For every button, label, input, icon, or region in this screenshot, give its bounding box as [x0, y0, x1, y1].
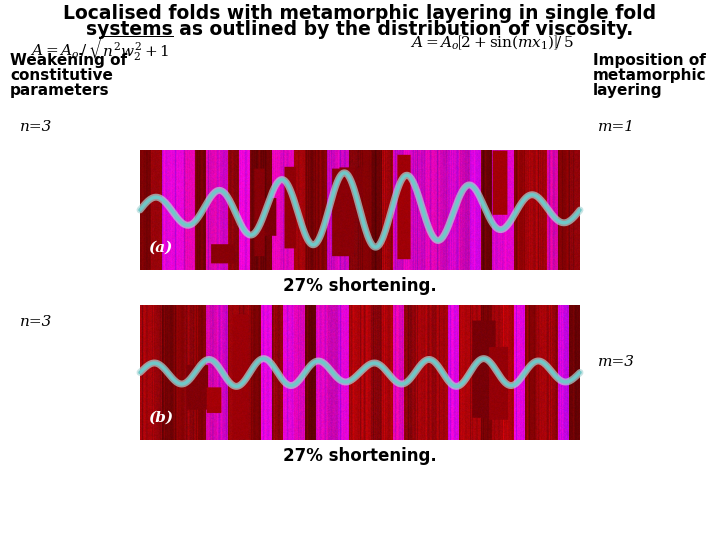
- Text: n=3: n=3: [20, 120, 53, 134]
- Text: 27% shortening.: 27% shortening.: [283, 277, 437, 295]
- Text: 27% shortening.: 27% shortening.: [283, 447, 437, 465]
- Text: constitutive: constitutive: [10, 68, 113, 83]
- Text: m=1: m=1: [598, 120, 635, 134]
- Text: m=3: m=3: [598, 355, 635, 369]
- Text: (b): (b): [148, 411, 173, 425]
- Text: n=3: n=3: [20, 315, 53, 329]
- Text: (a): (a): [148, 241, 172, 255]
- Text: Localised folds with metamorphic layering in single fold: Localised folds with metamorphic layerin…: [63, 4, 657, 23]
- Text: $A = A_o\!\left[2+\sin\!\left(mx_1\right)\right]\!/\,5$: $A = A_o\!\left[2+\sin\!\left(mx_1\right…: [410, 34, 574, 52]
- Text: systems as outlined by the distribution of viscosity.: systems as outlined by the distribution …: [86, 20, 634, 39]
- Text: parameters: parameters: [10, 83, 109, 98]
- Text: layering: layering: [593, 83, 662, 98]
- Text: Weakening of: Weakening of: [10, 53, 127, 68]
- Text: Imposition of: Imposition of: [593, 53, 706, 68]
- Text: metamorphic: metamorphic: [593, 68, 706, 83]
- Text: $A = A_o\,/\,\sqrt{n^2 w_2^2 + 1}$: $A = A_o\,/\,\sqrt{n^2 w_2^2 + 1}$: [30, 34, 174, 63]
